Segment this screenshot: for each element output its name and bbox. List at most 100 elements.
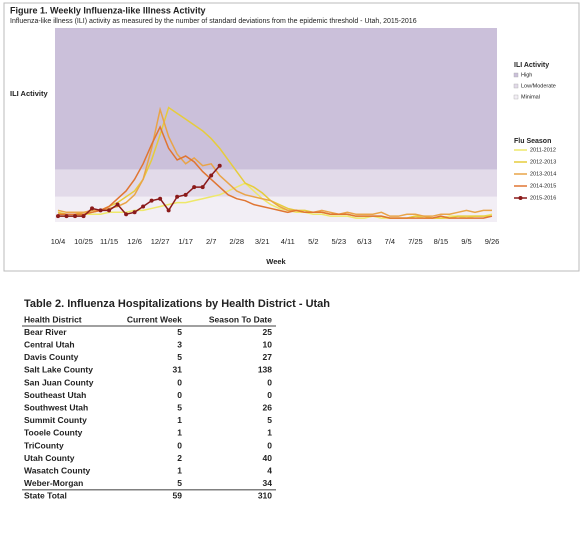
series-line [57,106,492,217]
y-axis-label: ILI Activity [10,89,48,98]
series-marker [90,206,95,211]
table-cell: Southwest Utah [24,402,88,412]
table-header: Season To Date [209,314,272,324]
series-marker [183,192,188,197]
table-cell: San Juan County [24,377,94,387]
series-line [58,125,493,219]
series-marker [141,204,146,209]
activity-band [55,28,497,170]
x-tick-label: 11/15 [100,237,118,246]
x-tick-label: 10/4 [51,237,66,246]
series-marker [56,214,60,219]
table-header: Health District [24,314,82,324]
table-cell: 0 [267,377,272,387]
table-cell: 2 [177,453,182,463]
series-marker [115,202,120,207]
table-cell: 1 [267,428,272,438]
table-cell: 3 [177,339,182,349]
table-cell: 27 [263,352,273,362]
legend-label: 2011-2012 [530,147,556,153]
table-cell: 1 [177,428,182,438]
x-tick-label: 12/27 [151,237,170,246]
table-total: 59 [173,491,183,501]
legend-label: 2015-2016 [530,195,556,201]
x-tick-label: 3/21 [255,237,270,246]
x-tick-label: 9/26 [485,237,500,246]
table-cell: Wasatch County [24,465,91,475]
x-tick-label: 7/4 [385,237,395,246]
x-tick-label: 8/15 [434,237,449,246]
series-marker [98,208,103,213]
series-marker [132,210,137,215]
table-cell: 40 [263,453,273,463]
band-legend-swatch [513,94,519,100]
band-legend-swatch [513,72,519,78]
series-marker [64,214,69,219]
table-title: Table 2. Influenza Hospitalizations by H… [24,298,330,310]
x-tick-label: 9/5 [461,237,471,246]
series-line [57,106,492,219]
table-cell: Summit County [24,415,87,425]
x-tick-label: 2/28 [229,237,244,246]
x-axis-label: Week [266,257,286,266]
chart-title: Figure 1. Weekly Influenza-like Illness … [10,5,206,15]
series-marker [175,194,180,199]
series-marker [200,185,205,190]
series-marker [81,214,86,219]
legend-title: Flu Season [514,138,551,145]
bands-legend-title: ILI Activity [514,62,549,69]
table-cell: 0 [177,390,182,400]
legend-label: 2012-2013 [530,159,556,165]
table-cell: Davis County [24,352,79,362]
x-tick-label: 7/25 [408,237,423,246]
table-cell: 25 [263,327,273,337]
table-cell: 1 [177,465,182,475]
series-marker [149,198,154,203]
x-tick-label: 2/7 [206,237,216,246]
table-cell: 138 [258,365,272,375]
table-cell: Utah County [24,453,75,463]
series-marker [217,163,222,168]
table-cell: TriCounty [24,440,64,450]
table-cell: Tooele County [24,428,83,438]
legend-label: 2014-2015 [530,183,556,189]
series-marker [124,212,129,217]
table-cell: 26 [263,402,273,412]
table-total: State Total [24,491,67,501]
series-marker [107,208,112,213]
table-cell: Weber-Morgan [24,478,83,488]
legend-marker [518,196,523,200]
table-cell: 5 [177,352,182,362]
band-legend-label: Minimal [521,94,540,100]
table-cell: 4 [267,465,272,475]
band-legend-label: High [521,72,532,78]
activity-band [55,169,497,197]
series-marker [166,208,171,213]
x-tick-label: 1/17 [178,237,193,246]
series-marker [209,173,214,178]
x-tick-label: 6/13 [357,237,372,246]
x-tick-label: 10/25 [74,237,93,246]
table-cell: 0 [267,440,272,450]
table-cell: 5 [267,415,272,425]
series-marker [158,196,163,201]
table-cell: 5 [177,327,182,337]
table-cell: 0 [177,377,182,387]
table-cell: 5 [177,402,182,412]
band-legend-swatch [513,83,519,89]
series-marker [73,214,78,219]
legend-label: 2013-2014 [530,171,556,177]
table-cell: 0 [177,440,182,450]
table-cell: 34 [263,478,273,488]
x-tick-label: 5/2 [308,237,318,246]
table-cell: Central Utah [24,339,75,349]
chart-subtitle: Influenza-like illness (ILI) activity as… [10,18,417,25]
table-cell: 31 [173,365,183,375]
table-cell: 10 [263,339,273,349]
table-cell: 0 [267,390,272,400]
table-cell: 5 [177,478,182,488]
series-line [58,182,493,219]
band-legend-label: Low/Moderate [521,83,556,89]
